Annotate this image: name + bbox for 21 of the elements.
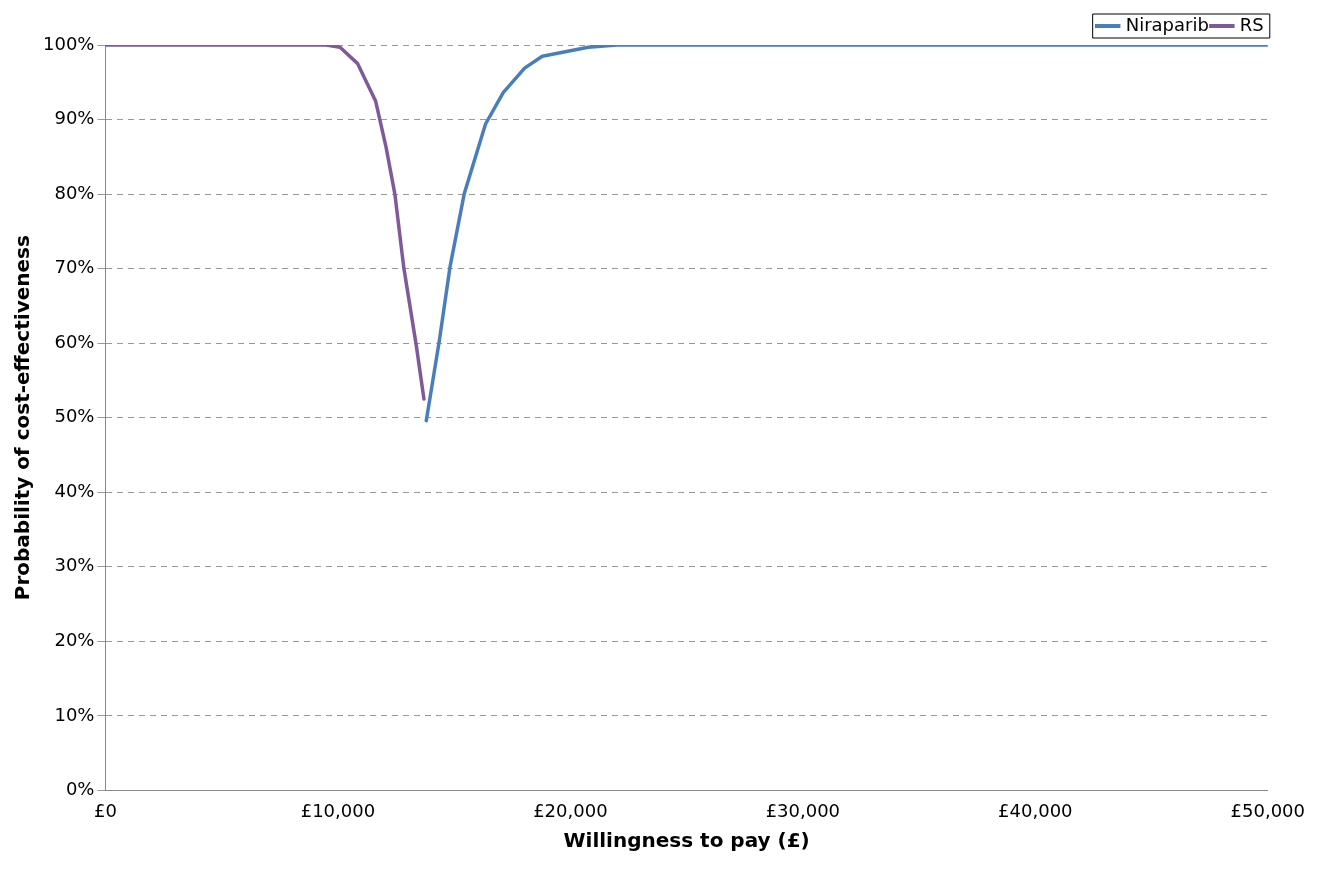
legend-label: Niraparib <box>1125 13 1209 35</box>
x-axis-title: Willingness to pay (£) <box>563 828 810 853</box>
x-tick-label: £10,000 <box>300 799 376 821</box>
y-tick-label: 90% <box>54 107 95 129</box>
x-tick-label: £20,000 <box>533 799 608 821</box>
y-axis-title: Probability of cost-effectiveness <box>10 235 35 601</box>
x-tick-label: £30,000 <box>765 799 841 821</box>
x-tick-label: £40,000 <box>998 799 1073 821</box>
y-tick-label: 40% <box>54 479 95 501</box>
x-tick-label: £0 <box>94 799 117 821</box>
y-tick-label: 0% <box>65 778 95 800</box>
y-tick-label: 60% <box>54 330 95 352</box>
y-tick-label: 70% <box>54 256 95 278</box>
y-tick-label: 20% <box>54 628 95 650</box>
y-tick-label: 80% <box>54 181 95 203</box>
y-tick-label: 10% <box>54 703 95 725</box>
legend-label: RS <box>1239 13 1264 35</box>
y-tick-label: 100% <box>42 32 95 54</box>
y-tick-label: 30% <box>54 554 95 576</box>
y-tick-label: 50% <box>54 405 95 427</box>
x-tick-label: £50,000 <box>1230 799 1305 821</box>
